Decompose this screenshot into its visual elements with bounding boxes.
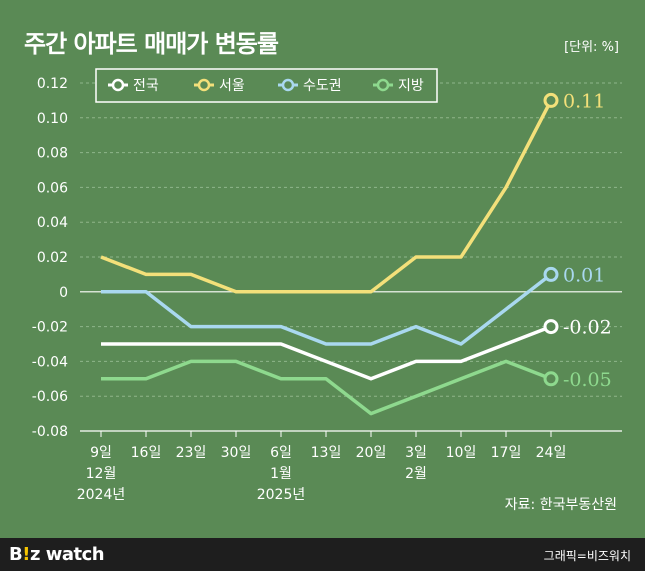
x-tick-label: 3일 (405, 445, 427, 461)
legend-marker (376, 78, 390, 92)
x-tick-label: 2024년 (77, 487, 126, 503)
x-tick-label: 17일 (491, 445, 522, 461)
x-tick-label: 1월 (270, 466, 292, 482)
series-line-0 (101, 324, 552, 381)
legend-label: 전국 (133, 78, 159, 94)
x-tick-label: 13일 (311, 445, 342, 461)
source-note: 자료: 한국부동산원 (504, 497, 617, 513)
legend-marker (281, 78, 295, 92)
y-tick-label: -0.04 (32, 354, 68, 370)
legend-label: 서울 (219, 78, 245, 94)
graphic-credit: 그래픽=비즈워치 (543, 549, 631, 563)
y-tick-label: 0.12 (37, 76, 68, 92)
page-title: 주간 아파트 매매가 변동률 (24, 30, 279, 58)
y-axis-ticks: 0.12 0.10 0.08 0.06 0.04 0.02 0 -0.02 -0.04 -0.06… (32, 76, 68, 440)
series-line-2 (101, 273, 553, 346)
y-tick-label: 0.06 (37, 180, 68, 196)
legend-marker (197, 78, 211, 92)
legend-label: 지방 (398, 78, 424, 94)
series-end-marker (543, 371, 559, 387)
line-chart: 0.12 0.10 0.08 0.06 0.04 0.02 0 -0.02 -0.04 -0.06… (32, 68, 622, 503)
series-end-label: 0.11 (563, 90, 605, 112)
series-end-marker (543, 319, 559, 335)
y-tick-label: 0.04 (37, 215, 68, 231)
y-tick-label: -0.06 (32, 389, 68, 405)
x-tick-label: 2월 (405, 466, 427, 482)
legend-marker (111, 78, 125, 92)
series-lines: -0.02 0.11 0.01 -0.05 (100, 90, 612, 416)
y-tick-label: 0.10 (37, 111, 68, 127)
x-tick-label: 12월 (86, 466, 117, 482)
legend: 전국 서울 수도권 지방 (95, 68, 438, 103)
y-tick-label: -0.02 (32, 320, 68, 336)
series-end-label: 0.01 (563, 264, 605, 286)
y-tick-label: 0 (59, 285, 68, 301)
x-tick-label: 6일 (270, 445, 292, 461)
x-tick-label: 24일 (536, 445, 567, 461)
x-tick-label: 10일 (446, 445, 477, 461)
y-tick-label: -0.08 (32, 424, 68, 440)
x-tick-label: 20일 (356, 445, 387, 461)
y-tick-label: 0.02 (37, 250, 68, 266)
x-tick-label: 30일 (221, 445, 252, 461)
y-tick-label: 0.08 (37, 146, 68, 162)
series-line-1 (100, 99, 553, 294)
x-tick-label: 2025년 (257, 487, 306, 503)
brand-logo: B!z watch (9, 544, 105, 565)
series-line-3 (101, 359, 552, 416)
series-end-label: -0.05 (563, 369, 612, 391)
x-tick-label: 23일 (176, 445, 207, 461)
x-axis-ticks: 9일 12월 2024년 16일 23일 30일 6일 1월 2025년 13일 20일 3일 2월 10… (77, 430, 622, 503)
legend-label: 수도권 (303, 78, 342, 94)
series-end-marker (543, 266, 559, 282)
x-tick-label: 16일 (131, 445, 162, 461)
series-end-label: -0.02 (563, 317, 612, 339)
footer-bar: B!z watch 그래픽=비즈워치 (0, 538, 645, 571)
series-end-marker (543, 92, 559, 108)
x-tick-label: 9일 (90, 445, 112, 461)
grid-lines (80, 82, 622, 432)
unit-label: [단위: %] (564, 40, 619, 55)
